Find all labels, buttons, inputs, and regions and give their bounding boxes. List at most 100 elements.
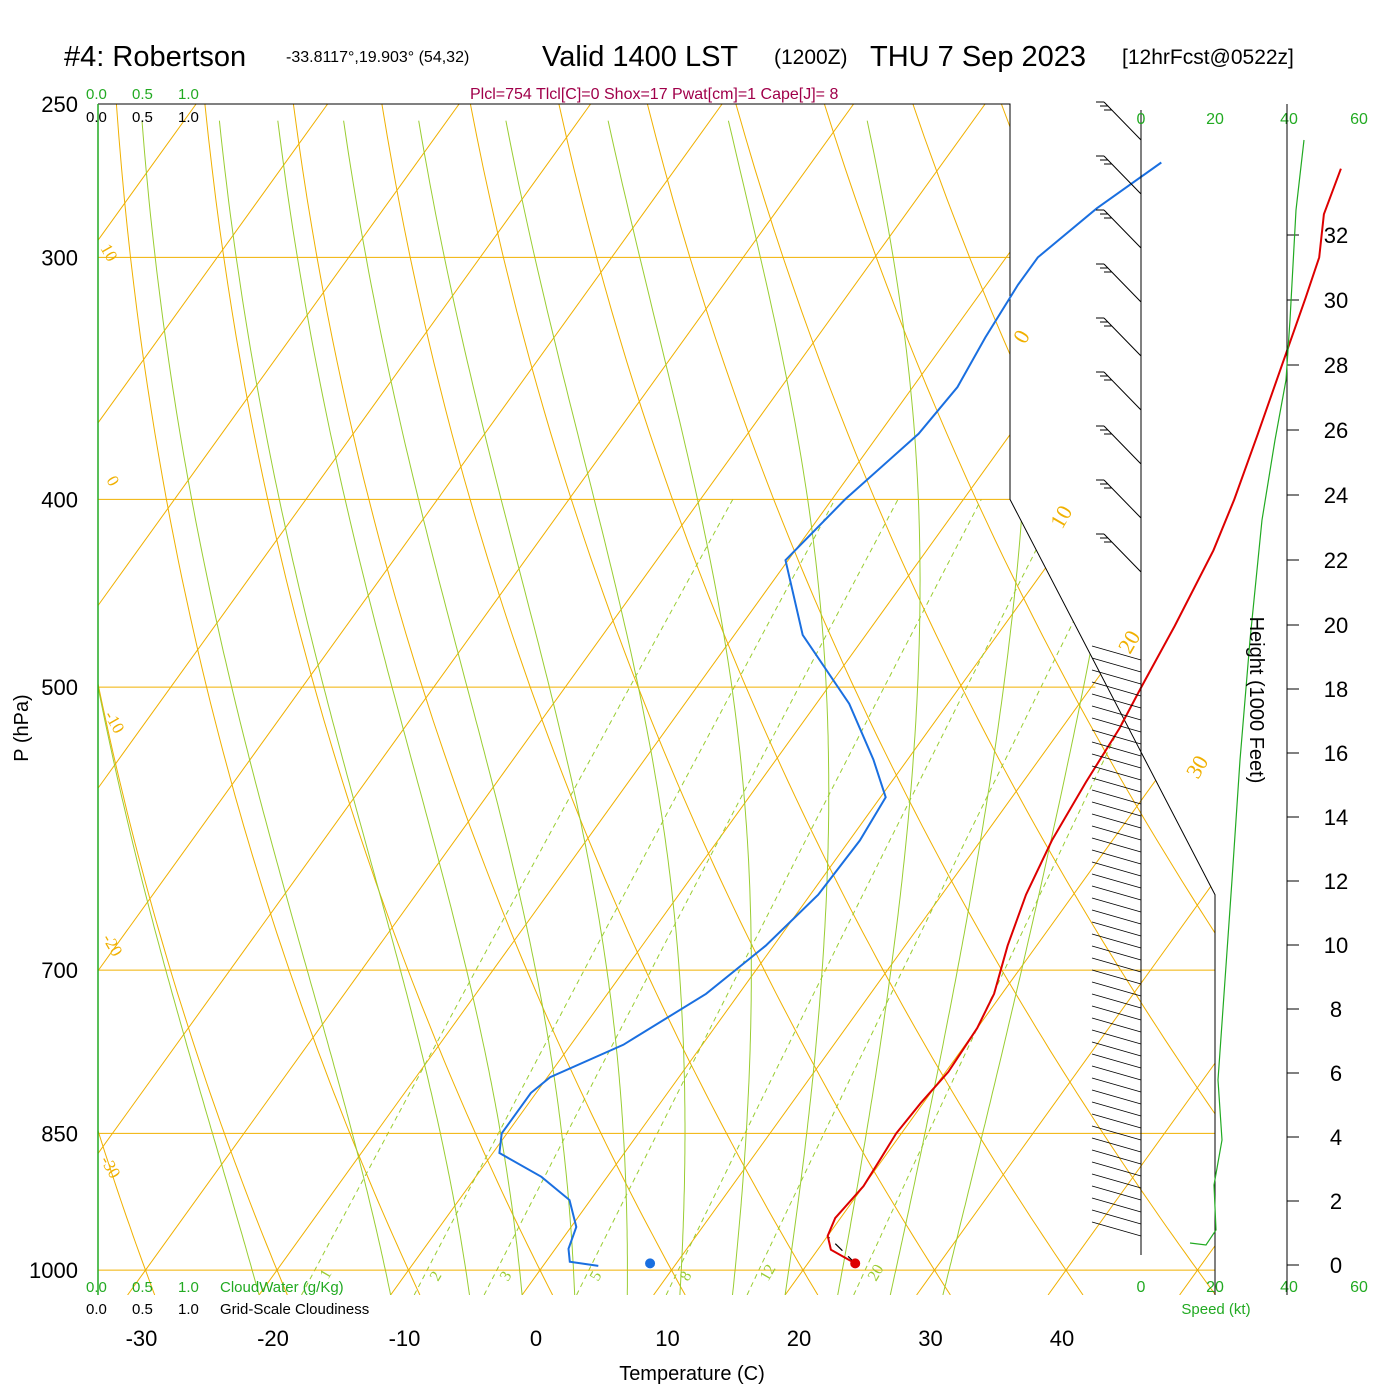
wind-barb — [1091, 885, 1142, 901]
wind-speed-profile-line — [1189, 139, 1305, 1246]
station-title: #4: Robertson — [64, 41, 246, 73]
dry-adiabat-label: 0 — [103, 473, 124, 490]
cloud-bottom-tick: 0.0 — [86, 1301, 107, 1318]
mixing-ratio-line — [301, 499, 734, 1295]
y-axis-title: P (hPa) — [11, 694, 33, 761]
wind-barb — [1091, 789, 1142, 805]
speed-bottom-tick: 20 — [1206, 1279, 1224, 1296]
speed-top-tick: 60 — [1350, 111, 1368, 128]
pressure-tick-label: 700 — [41, 958, 78, 983]
stability-indices: Plcl=754 Tlcl[C]=0 Shox=17 Pwat[cm]=1 Ca… — [470, 86, 838, 103]
moist-adiabat-line — [141, 120, 392, 1295]
height-tick-label: 26 — [1324, 418, 1348, 443]
speed-top-tick: 0 — [1137, 111, 1146, 128]
plot-border — [98, 103, 1216, 1295]
sounding-profiles — [498, 161, 1342, 1269]
dry-adiabat-label: -10 — [101, 708, 129, 737]
temperature-tick-label: -10 — [389, 1326, 421, 1351]
cloud-bottom-tick: 0.5 — [132, 1279, 153, 1296]
cloud-top-tick: 0.0 — [86, 86, 107, 103]
wind-barb — [1091, 1101, 1142, 1117]
height-tick-label: 4 — [1330, 1125, 1342, 1150]
forecast-label: [12hrFcst@0522z] — [1122, 46, 1294, 69]
height-tick-label: 14 — [1324, 805, 1348, 830]
wind-barb — [1091, 1221, 1142, 1237]
wind-speed-label: Speed (kt) — [1181, 1301, 1250, 1318]
speed-bottom-tick: 0 — [1137, 1279, 1146, 1296]
plot-area — [98, 104, 1215, 1295]
mixing-ratio-line — [853, 499, 1215, 1295]
mixing-ratio-line — [576, 499, 982, 1295]
height-tick-label: 10 — [1324, 933, 1348, 958]
cloud-top-tick: 0.5 — [132, 109, 153, 126]
mixing-ratio-label: 8 — [677, 1269, 696, 1284]
wind-barb — [1091, 957, 1142, 973]
wind-barb — [1091, 657, 1142, 673]
isotherm-line — [98, 104, 592, 1295]
cloud-bottom-tick: 1.0 — [178, 1279, 199, 1296]
height-tick-label: 28 — [1324, 353, 1348, 378]
wind-barb — [1091, 729, 1142, 745]
dry-adiabat-line — [558, 104, 1084, 1295]
pressure-tick-label: 1000 — [29, 1258, 78, 1283]
isotherm-line — [1047, 104, 1215, 1295]
dry-adiabat-line — [469, 104, 951, 1295]
mixing-ratio-label: 3 — [497, 1269, 516, 1284]
cloud-bottom-tick: 0.0 — [86, 1279, 107, 1296]
wind-barb — [1091, 777, 1142, 793]
wind-barb — [1091, 909, 1142, 925]
wind-barb — [1091, 753, 1142, 769]
station-coords: -33.8117°,19.903° (54,32) — [286, 49, 469, 66]
dry-adiabat-line — [646, 104, 1215, 1295]
wind-panel: 0020204040606002468101214161820222426283… — [1091, 101, 1368, 1296]
pressure-tick-label: 250 — [41, 92, 78, 117]
dry-adiabat-line — [292, 104, 686, 1295]
mixing-ratio-label: 2 — [427, 1269, 446, 1284]
isotherm-line — [916, 104, 1215, 1295]
wind-barb — [1091, 1209, 1142, 1225]
wind-barb — [1091, 849, 1142, 865]
height-tick-label: 22 — [1324, 548, 1348, 573]
wind-barb — [1091, 1137, 1142, 1153]
wind-barb — [1103, 263, 1142, 303]
height-tick-label: 12 — [1324, 869, 1348, 894]
wind-barb — [1091, 1005, 1142, 1021]
surface-dewpoint-marker — [645, 1258, 656, 1269]
pressure-tick-label: 850 — [41, 1121, 78, 1146]
cloud-top-tick: 0.5 — [132, 86, 153, 103]
wind-barb — [1091, 693, 1142, 709]
wind-barb — [1091, 1089, 1142, 1105]
wind-barb — [1103, 425, 1142, 465]
wind-barb — [1091, 861, 1142, 877]
temperature-tick-label: 40 — [1050, 1326, 1074, 1351]
dry-adiabat-line — [735, 104, 1215, 1295]
height-tick-label: 30 — [1324, 288, 1348, 313]
wind-barb — [1091, 1029, 1142, 1045]
wind-barb — [1103, 209, 1142, 249]
dry-adiabat-line — [381, 104, 819, 1295]
wind-barb — [1091, 1113, 1142, 1129]
temperature-tick-label: 20 — [787, 1326, 811, 1351]
moist-adiabat-line — [505, 120, 686, 1295]
speed-bottom-tick: 40 — [1280, 1279, 1298, 1296]
dry-adiabat-line — [1177, 104, 1215, 1295]
wind-barb — [1091, 981, 1142, 997]
cloud-bottom-tick: 0.5 — [132, 1301, 153, 1318]
valid-zulu: (1200Z) — [774, 46, 848, 69]
wind-barb — [1091, 645, 1142, 661]
height-tick-label: 6 — [1330, 1061, 1342, 1086]
dry-adiabat-line — [115, 104, 421, 1295]
wind-barb — [1091, 1149, 1142, 1165]
speed-top-tick: 20 — [1206, 111, 1224, 128]
wind-barb — [1103, 479, 1142, 519]
height-tick-label: 16 — [1324, 741, 1348, 766]
moist-adiabat-line — [277, 120, 523, 1295]
isotherm-label: 20 — [1113, 626, 1146, 658]
isotherm-line — [258, 104, 1118, 1295]
isotherm-line — [98, 104, 329, 1295]
isotherm-line — [1179, 104, 1215, 1295]
wind-barb — [1091, 765, 1142, 781]
moist-adiabat-line — [889, 120, 1030, 1295]
wind-barb — [1091, 933, 1142, 949]
